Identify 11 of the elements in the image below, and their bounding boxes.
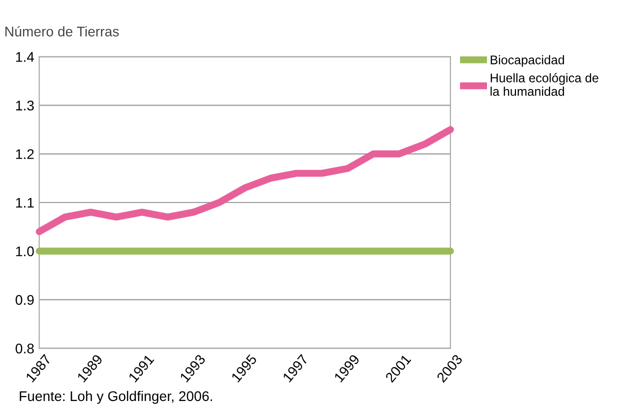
y-tick-label: 1.0 [16, 246, 34, 256]
y-tick-label: 1.3 [16, 100, 34, 110]
source-note: Fuente: Loh y Goldfinger, 2006. [20, 390, 212, 404]
y-tick-label: 1.1 [16, 198, 34, 208]
legend-label: Huella ecológica de la humanidad [490, 73, 598, 96]
y-tick-label: 0.8 [16, 344, 34, 354]
y-tick-label: 0.9 [16, 295, 34, 305]
y-axis-title: Número de Tierras [5, 26, 119, 36]
y-tick-label: 1.2 [16, 149, 34, 159]
legend-label: Biocapacidad [490, 55, 564, 67]
y-tick-label: 1.4 [16, 52, 34, 62]
